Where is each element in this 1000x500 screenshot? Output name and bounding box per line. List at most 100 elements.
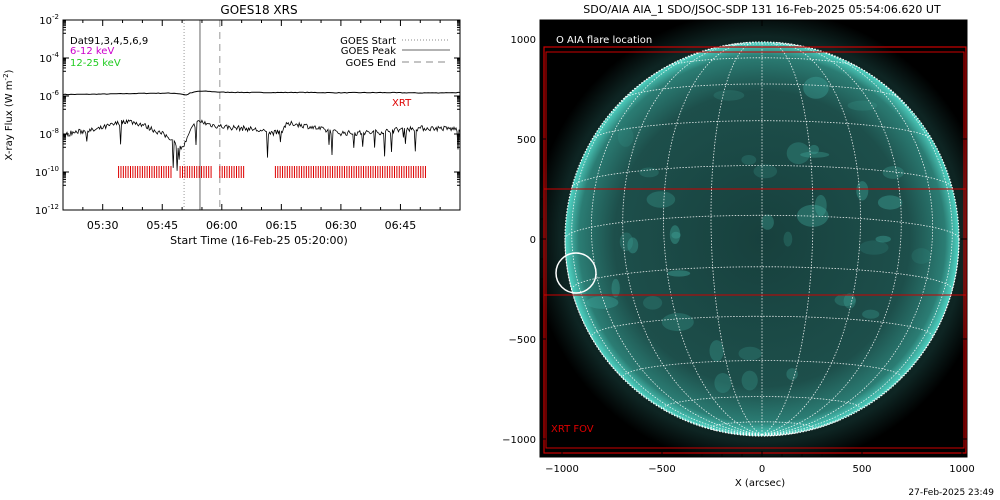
solar-brightening (862, 309, 880, 319)
aia-x-axis-label: X (arcsec) (735, 478, 785, 489)
xrt-fov-layer (543, 46, 967, 454)
legend-detector-label: Dat91,3,4,5,6,9 (70, 36, 148, 47)
solar-brightening (800, 151, 830, 158)
render-timestamp: 27-Feb-2025 23:49 (908, 488, 994, 498)
solar-brightening (738, 346, 762, 361)
solar-brightening (619, 232, 634, 251)
solar-brightening (882, 166, 904, 179)
latitude-line (564, 214, 960, 240)
latitude-line (622, 360, 902, 380)
heliographic-grid (564, 41, 960, 437)
aia-legend: O AIA flare location (556, 35, 652, 46)
solar-brightening (875, 235, 891, 243)
goes-y-tick-label: 10-8 (39, 127, 59, 141)
xrt-fov-outer-box (543, 46, 967, 454)
solar-brightening (834, 294, 856, 307)
longitude-line (590, 46, 763, 435)
solar-brightening (646, 191, 676, 208)
longitude-line (761, 46, 934, 435)
solar-brightening (809, 144, 819, 155)
legend-goes-start-label: GOES Start (340, 36, 396, 47)
solar-brightening (814, 194, 827, 217)
aia-y-tick-label: 1000 (511, 35, 536, 46)
legend-6-12kev-label: 6-12 keV (70, 46, 114, 57)
goes-y-axis-label: X-ray Flux (W m-2) (2, 69, 15, 160)
goes-y-tick-label: 10-2 (39, 13, 59, 27)
goes-x-tick-label: 05:45 (146, 219, 178, 232)
solar-brightening (741, 155, 757, 165)
latitude-line (592, 120, 932, 140)
solar-brightening (661, 313, 694, 332)
solar-brightening (856, 181, 869, 201)
longitude-line (761, 60, 953, 435)
latitude-line (571, 165, 953, 188)
aia-x-tick-label: −500 (648, 464, 675, 475)
goes-short-channel-line (62, 118, 461, 171)
solar-brightening (753, 164, 778, 179)
longitude-line (663, 42, 763, 435)
latitude-line (663, 396, 861, 412)
solar-brightening (586, 296, 619, 309)
solar-brightening (713, 90, 745, 101)
aia-x-tick-label: 500 (852, 464, 871, 475)
solar-brightening (859, 240, 889, 255)
solar-brightening (877, 195, 903, 210)
active-regions (586, 76, 932, 393)
latitude-line (590, 315, 934, 339)
solar-brightening (714, 373, 732, 393)
solar-brightening (627, 237, 639, 254)
latitude-line (666, 57, 858, 68)
solar-brightening (709, 340, 724, 362)
solar-limb (564, 41, 960, 437)
latitude-line (710, 421, 814, 431)
xrt-fov-inner-box (545, 51, 965, 449)
solar-brightening (761, 214, 774, 230)
goes-long-channel-line (62, 90, 460, 96)
goes-x-tick-label: 06:15 (265, 219, 297, 232)
longitude-line (761, 238, 960, 435)
solar-brightening (847, 100, 878, 111)
aia-y-tick-label: 0 (530, 235, 536, 246)
xrt-fov-label: XRT FOV (551, 424, 594, 435)
solar-brightening (667, 270, 691, 277)
goes-y-tick-label: 10-12 (35, 203, 59, 217)
longitude-line (710, 41, 763, 435)
solar-brightening (783, 231, 793, 247)
aia-sun-chart: SDO/AIA AIA_1 SDO/JSOC-SDP 131 16-Feb-20… (502, 3, 975, 489)
solar-brightening (741, 370, 758, 391)
solar-brightening (796, 204, 829, 227)
solar-brightening (639, 167, 659, 178)
solar-brightening (911, 248, 932, 264)
goes-x-axis: 05:30 05:45 06:00 06:15 06:30 06:45 (62, 20, 461, 232)
legend-12-25kev-label: 12-25 keV (70, 58, 121, 69)
longitude-line (761, 41, 814, 435)
aia-axes: −1000 −500 0 500 1000 1000 500 0 −500 −1000 (502, 20, 975, 475)
longitude-line (571, 60, 763, 435)
goes-left-legend: Dat91,3,4,5,6,9 6-12 keV 12-25 keV (70, 36, 148, 69)
solar-brightening (786, 142, 811, 165)
aia-x-tick-label: −1000 (545, 464, 579, 475)
aia-x-tick-label: 0 (759, 464, 765, 475)
solar-brightening (617, 126, 634, 147)
solar-brightening (669, 225, 681, 245)
aia-chart-title: SDO/AIA AIA_1 SDO/JSOC-SDP 131 16-Feb-20… (583, 3, 941, 16)
longitude-line (622, 43, 763, 435)
aia-x-tick-label: 1000 (949, 464, 974, 475)
aia-y-tick-label: 500 (517, 135, 536, 146)
goes-chart-title: GOES18 XRS (220, 3, 297, 17)
goes-x-tick-label: 06:45 (385, 219, 417, 232)
goes-plot-frame (62, 19, 461, 211)
goes-x-tick-label: 06:00 (206, 219, 238, 232)
solar-brightening (671, 231, 681, 239)
goes-right-legend: GOES Start GOES Peak GOES End (340, 36, 450, 69)
goes-x-tick-label: 06:30 (325, 219, 357, 232)
solar-brightening (843, 293, 856, 309)
xrt-label: XRT (392, 98, 412, 109)
solar-brightening (786, 368, 798, 381)
goes-x-tick-label: 05:30 (87, 219, 119, 232)
solar-brightening (611, 278, 620, 298)
goes-y-tick-label: 10-10 (35, 165, 59, 179)
aia-flare-location-circle (555, 252, 597, 294)
flare-location-layer (555, 252, 597, 294)
aia-y-tick-label: −500 (509, 335, 536, 346)
